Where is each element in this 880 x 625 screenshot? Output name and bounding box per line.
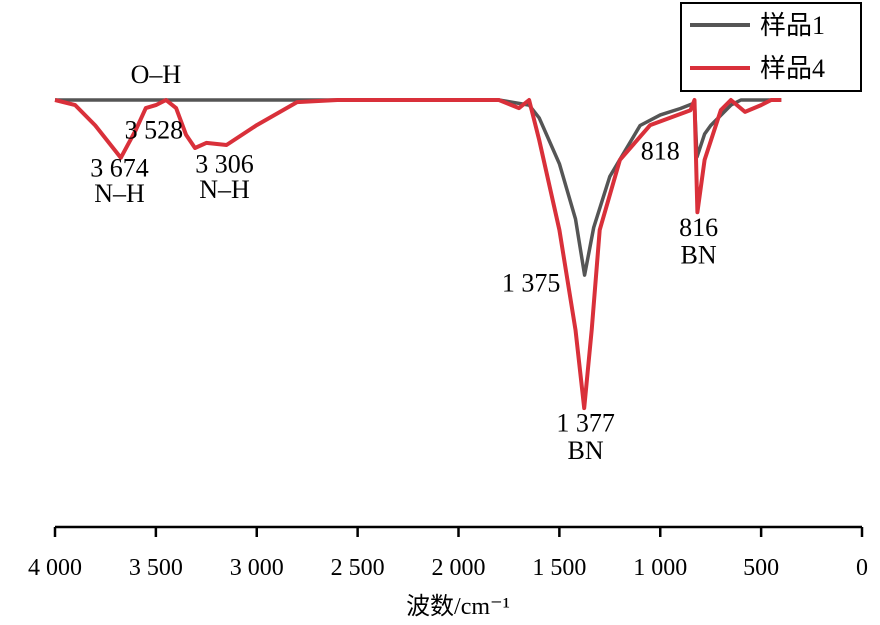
peak-annotation: O–H — [131, 60, 182, 89]
legend-label-sample1: 样品1 — [760, 11, 825, 40]
x-tick-label: 500 — [743, 555, 779, 581]
peak-annotation: N–H — [199, 175, 250, 204]
series-line-2 — [54, 98, 782, 411]
peak-annotation: N–H — [94, 179, 145, 208]
x-tick-label: 3 500 — [129, 555, 183, 581]
x-tick-label: 3 000 — [230, 555, 284, 581]
peak-annotation: 3 306 — [195, 149, 254, 178]
x-tick-label: 0 — [856, 555, 868, 581]
x-ticks: 4 000 3 500 3 000 2 500 2 000 1 500 1 000 500 0 — [28, 527, 868, 581]
peak-annotation: 816 — [679, 213, 718, 242]
series-layer — [54, 98, 782, 411]
peak-annotation: 1 377 — [556, 409, 615, 438]
x-tick-label: 1 500 — [532, 555, 586, 581]
x-axis-label: 波数/cm⁻¹ — [406, 593, 510, 620]
x-tick-label: 2 000 — [432, 555, 486, 581]
peak-annotation: 3 528 — [125, 115, 184, 144]
series-line-1 — [55, 98, 782, 277]
x-tick-label: 1 000 — [633, 555, 687, 581]
x-tick-label: 4 000 — [28, 555, 82, 581]
peak-annotation: BN — [681, 241, 717, 270]
peak-annotation: 1 375 — [502, 268, 561, 297]
legend-label-sample4: 样品4 — [760, 54, 825, 83]
legend-box — [680, 2, 862, 92]
peak-annotation: 818 — [641, 137, 680, 166]
legend: 样品1 样品4 — [680, 2, 862, 92]
x-tick-label: 2 500 — [331, 555, 385, 581]
peak-annotation: 3 674 — [90, 154, 149, 183]
peak-annotation: BN — [568, 436, 604, 465]
